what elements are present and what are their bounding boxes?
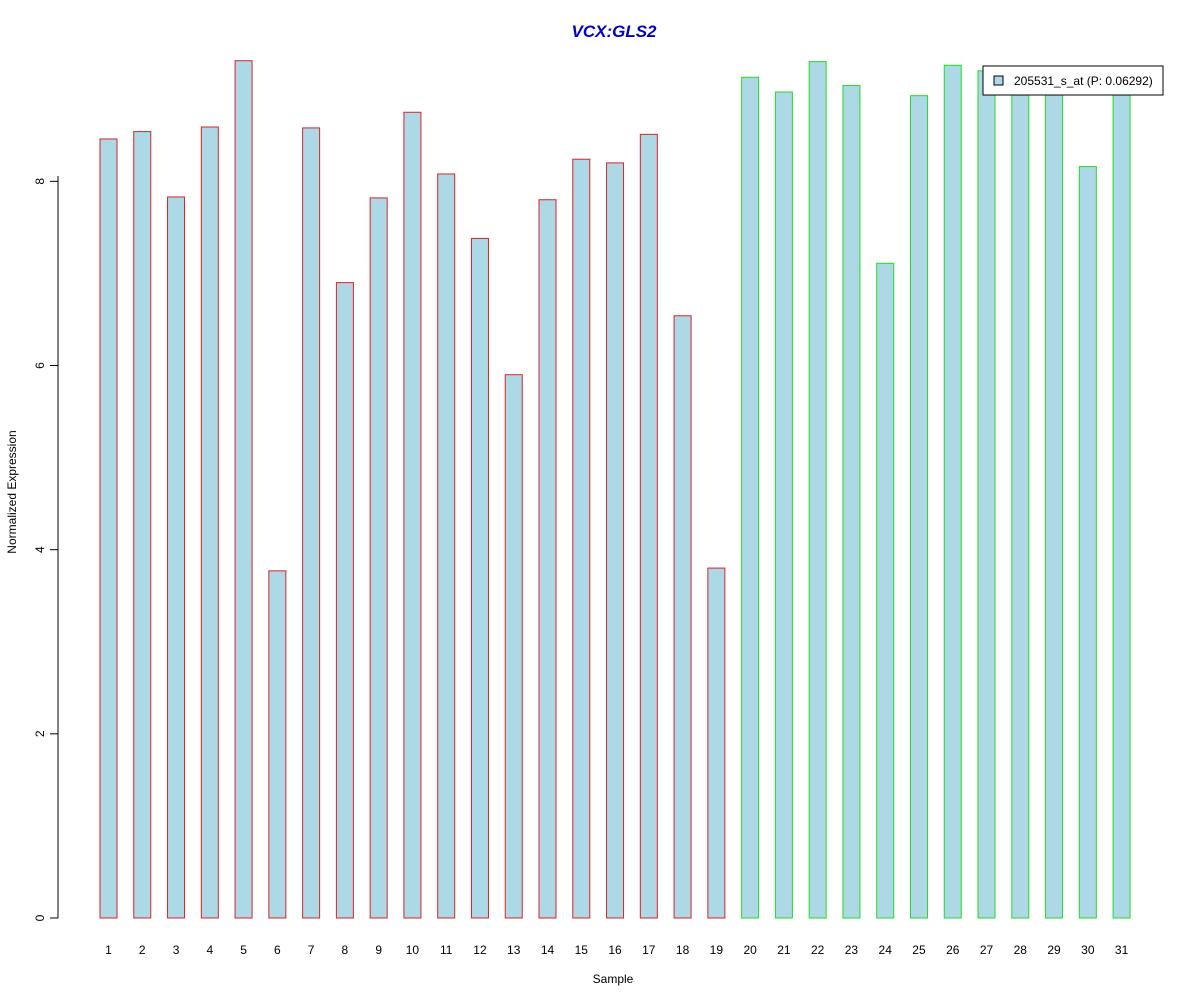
x-tick-label: 7 <box>308 943 315 957</box>
bar-sample-15 <box>572 158 591 919</box>
bar-sample-26 <box>943 64 962 919</box>
bar-sample-19 <box>707 567 726 919</box>
y-axis-title: Normalized Expression <box>5 430 19 553</box>
bar-sample-5 <box>234 60 253 919</box>
bar-sample-31 <box>1112 84 1131 919</box>
bars <box>99 60 1131 919</box>
chart-title: VCX:GLS2 <box>571 22 657 41</box>
bar-sample-25 <box>909 95 928 919</box>
legend-swatch <box>993 75 1004 86</box>
bar-sample-23 <box>842 85 861 919</box>
bar-sample-11 <box>437 173 456 919</box>
x-tick-label: 9 <box>375 943 382 957</box>
y-tick-label: 2 <box>33 730 47 737</box>
x-tick-label: 29 <box>1047 943 1061 957</box>
x-tick-label: 12 <box>473 943 487 957</box>
x-tick-label: 4 <box>206 943 213 957</box>
x-tick-label: 1 <box>105 943 112 957</box>
x-tick-label: 27 <box>980 943 994 957</box>
bar-sample-10 <box>403 111 422 919</box>
x-tick-label: 3 <box>173 943 180 957</box>
x-tick-label: 13 <box>507 943 521 957</box>
y-tick-label: 8 <box>33 178 47 185</box>
bar-sample-7 <box>302 127 321 919</box>
bar-sample-28 <box>1011 88 1030 919</box>
x-tick-label: 21 <box>777 943 791 957</box>
x-tick-label: 2 <box>139 943 146 957</box>
bar-sample-6 <box>268 570 287 919</box>
bar-sample-21 <box>774 91 793 919</box>
bar-sample-27 <box>977 70 996 919</box>
x-tick-label: 16 <box>608 943 622 957</box>
y-axis-ticks: 0 2 4 6 8 <box>33 178 58 921</box>
legend-box <box>982 65 1164 96</box>
x-tick-label: 23 <box>845 943 859 957</box>
x-tick-label: 25 <box>912 943 926 957</box>
bar-sample-9 <box>369 197 388 919</box>
x-tick-label: 31 <box>1115 943 1129 957</box>
x-tick-label: 30 <box>1081 943 1095 957</box>
bar-sample-30 <box>1078 166 1097 919</box>
x-tick-label: 10 <box>406 943 420 957</box>
x-tick-label: 28 <box>1014 943 1028 957</box>
bar-sample-13 <box>504 374 523 919</box>
x-axis-title: Sample <box>593 972 634 986</box>
bar-sample-14 <box>538 199 557 919</box>
y-tick-label: 0 <box>33 914 47 921</box>
legend-label: 205531_s_at (P: 0.06292) <box>1014 74 1153 88</box>
y-tick-label: 6 <box>33 362 47 369</box>
x-tick-label: 6 <box>274 943 281 957</box>
bar-sample-16 <box>606 162 625 919</box>
x-tick-label: 20 <box>743 943 757 957</box>
bar-sample-1 <box>99 138 118 919</box>
bar-sample-22 <box>808 61 827 919</box>
x-tick-label: 22 <box>811 943 825 957</box>
bar-sample-24 <box>876 262 895 919</box>
x-tick-label: 19 <box>710 943 724 957</box>
x-tick-label: 11 <box>440 943 453 957</box>
bar-sample-2 <box>133 131 152 919</box>
bar-sample-17 <box>639 133 658 919</box>
bar-sample-20 <box>741 76 760 919</box>
x-tick-label: 15 <box>575 943 589 957</box>
x-tick-label: 14 <box>541 943 555 957</box>
bar-sample-3 <box>167 196 186 919</box>
bar-sample-8 <box>335 282 354 919</box>
bar-sample-12 <box>470 237 489 919</box>
x-tick-label: 17 <box>642 943 656 957</box>
bar-sample-18 <box>673 315 692 919</box>
x-tick-label: 8 <box>342 943 349 957</box>
x-tick-label: 26 <box>946 943 960 957</box>
bar-sample-29 <box>1045 93 1064 919</box>
x-tick-label: 24 <box>879 943 893 957</box>
x-axis-tick-labels: 1 2 3 4 5 6 7 8 9 10 11 12 13 14 15 16 17 18 19 20 21 22 23 24 2… <box>105 943 1128 957</box>
legend: 205531_s_at (P: 0.06292) <box>982 65 1164 96</box>
bar-sample-4 <box>200 126 219 919</box>
x-tick-label: 18 <box>676 943 690 957</box>
x-tick-label: 5 <box>240 943 247 957</box>
y-tick-label: 4 <box>33 546 47 553</box>
